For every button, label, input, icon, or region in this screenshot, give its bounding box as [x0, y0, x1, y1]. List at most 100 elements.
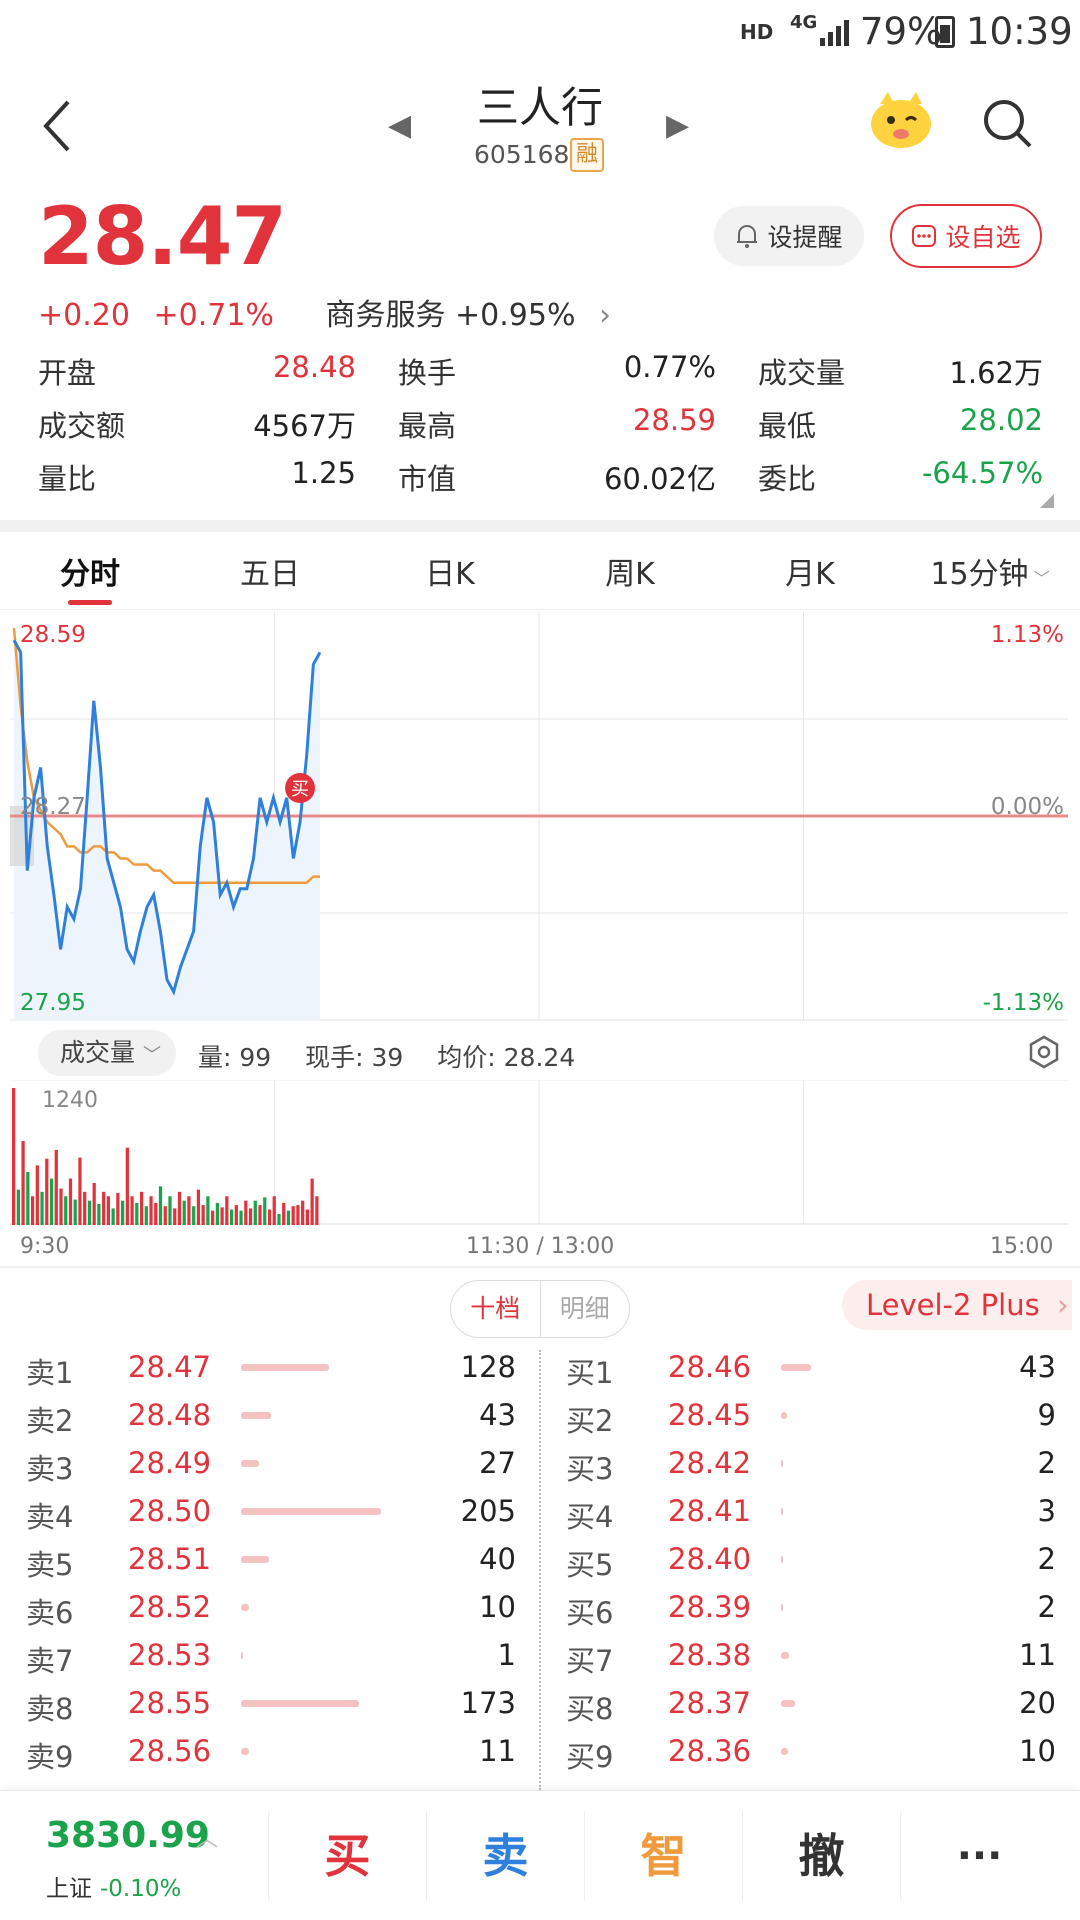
stock-name: 三人行 — [476, 83, 603, 132]
stat-cell: 最高 28.59 — [398, 403, 758, 445]
price-line — [12, 639, 322, 996]
level-label: 买1 — [566, 1356, 614, 1390]
chevron-down-icon: ﹀ — [142, 1045, 161, 1066]
tab-0[interactable]: 分时 — [0, 540, 180, 609]
orderbook-row[interactable]: 卖2 28.48 43 — [26, 1390, 546, 1438]
stat-label: 最高 — [398, 408, 457, 443]
tab-1[interactable]: 五日 — [240, 557, 300, 592]
level2-plus-button[interactable]: Level-2 Plus › — [842, 1280, 1072, 1330]
search-icon[interactable] — [980, 96, 1034, 150]
level-price: 28.41 — [668, 1494, 752, 1528]
prev-stock-icon[interactable]: ◀ — [388, 108, 412, 143]
cancel-order-button[interactable]: 撤 — [742, 1811, 900, 1901]
orderbook-row[interactable]: 买3 28.42 2 — [566, 1438, 1056, 1486]
volume-bar — [267, 1209, 272, 1225]
back-arrow-icon[interactable] — [38, 96, 78, 156]
level-price: 28.52 — [128, 1590, 212, 1624]
volume-bar — [125, 1147, 129, 1225]
volume-bar — [49, 1178, 54, 1225]
stat-value: 28.59 — [632, 402, 716, 437]
chart-zero-pct-label: 0.00% — [990, 794, 1064, 820]
level-qty: 2 — [1037, 1590, 1056, 1624]
orderbook-row[interactable]: 卖4 28.50 205 — [26, 1486, 546, 1534]
volume-avg-price: 均价: 28.24 — [437, 1043, 576, 1072]
volume-bar — [211, 1210, 215, 1225]
tab-15min[interactable]: 15分钟 ﹀ — [900, 540, 1080, 609]
mascot-icon[interactable] — [866, 90, 936, 150]
orderbook-row[interactable]: 卖1 28.47 128 — [26, 1342, 546, 1390]
volume-bar — [239, 1210, 243, 1225]
sector-link[interactable]: 商务服务 +0.95% — [325, 298, 576, 333]
volume-bar — [286, 1210, 291, 1225]
level-label: 卖9 — [26, 1740, 74, 1774]
index-name: 上证 — [46, 1876, 92, 1902]
level-qty: 40 — [479, 1542, 516, 1576]
set-alert-button[interactable]: 设提醒 — [714, 206, 864, 266]
volume-bar — [258, 1205, 262, 1225]
bottom-action-bar: 3830.99 ︿ 上证 -0.10% 买 卖 智 撤 ··· — [0, 1790, 1080, 1920]
level-qty-bar — [241, 1652, 243, 1659]
orderbook-row[interactable]: 买2 28.45 9 — [566, 1390, 1056, 1438]
volume-bar — [192, 1206, 196, 1225]
level-price: 28.51 — [128, 1542, 212, 1576]
orderbook-row[interactable]: 卖5 28.51 40 — [26, 1534, 546, 1582]
orderbook-row[interactable]: 买5 28.40 2 — [566, 1534, 1056, 1582]
orderbook-row[interactable]: 卖3 28.49 27 — [26, 1438, 546, 1486]
stat-cell: 换手 0.77% — [398, 350, 758, 392]
orderbook-row[interactable]: 买9 28.36 10 — [566, 1726, 1056, 1774]
next-stock-icon[interactable]: ▶ — [666, 108, 690, 143]
level-label: 买4 — [566, 1500, 614, 1534]
volume-bar — [45, 1158, 49, 1225]
level-label: 卖3 — [26, 1452, 74, 1486]
orderbook-row[interactable]: 买4 28.41 3 — [566, 1486, 1056, 1534]
volume-bar — [139, 1191, 144, 1225]
tab-2[interactable]: 日K — [425, 557, 475, 592]
add-watchlist-icon — [912, 225, 937, 247]
volume-bar — [144, 1206, 148, 1225]
orderbook-row[interactable]: 卖7 28.53 1 — [26, 1630, 546, 1678]
volume-bar — [220, 1207, 224, 1225]
tab-ten-levels[interactable]: 十档 — [451, 1281, 541, 1337]
stat-cell: 量比 1.25 — [38, 456, 398, 498]
orderbook-row[interactable]: 买8 28.37 20 — [566, 1678, 1056, 1726]
stat-value: 1.62万 — [949, 355, 1043, 390]
orderbook-row[interactable]: 卖9 28.56 11 — [26, 1726, 546, 1774]
tab-4[interactable]: 月K — [785, 557, 835, 592]
stat-cell: 开盘 28.48 — [38, 350, 398, 392]
stat-row: 量比 1.25 市值 60.02亿 委比 -64.57% — [38, 450, 1043, 503]
tab-3[interactable]: 周K — [605, 557, 655, 592]
volume-bar — [225, 1196, 229, 1225]
orderbook-row[interactable]: 买1 28.46 43 — [566, 1342, 1056, 1390]
level-label: 买8 — [566, 1692, 614, 1726]
indicator-selector[interactable]: 成交量 ﹀ — [38, 1030, 176, 1076]
add-favorite-button[interactable]: 设自选 — [890, 204, 1042, 268]
level-qty-bar — [781, 1508, 783, 1515]
expand-corner-icon[interactable] — [1040, 494, 1054, 508]
index-value: 3830.99 — [46, 1815, 210, 1856]
orderbook-row[interactable]: 卖8 28.55 173 — [26, 1678, 546, 1726]
sell-button[interactable]: 卖 — [426, 1811, 584, 1901]
orderbook-row[interactable]: 卖6 28.52 10 — [26, 1582, 546, 1630]
buy-marker[interactable] — [285, 773, 316, 803]
tab-details[interactable]: 明细 — [559, 1294, 610, 1323]
level-label: 卖4 — [26, 1500, 74, 1534]
time-end: 15:00 — [990, 1234, 1054, 1259]
level-price: 28.49 — [128, 1446, 212, 1480]
level-qty-bar — [781, 1748, 788, 1755]
settings-hex-icon[interactable] — [1026, 1034, 1062, 1070]
volume-bar — [111, 1208, 115, 1225]
orderbook-row[interactable]: 买6 28.39 2 — [566, 1582, 1056, 1630]
intraday-chart: 买 28.59 1.13% 28.27 0.00% 27.95 -1.13% — [0, 612, 1080, 1022]
level-qty: 2 — [1037, 1542, 1056, 1576]
volume-bar — [291, 1206, 295, 1225]
orderbook-row[interactable]: 买7 28.38 11 — [566, 1630, 1056, 1678]
more-button[interactable]: ··· — [900, 1811, 1058, 1901]
chevron-right-icon: › — [1056, 1288, 1069, 1322]
buy-button[interactable]: 买 — [268, 1811, 426, 1901]
smart-button[interactable]: 智 — [584, 1811, 742, 1901]
avg-price-line — [12, 627, 320, 884]
volume-bar — [272, 1196, 276, 1225]
chevron-right-icon[interactable]: › — [599, 298, 612, 333]
volume-bar — [73, 1199, 77, 1225]
network-indicator: 4G — [790, 12, 818, 33]
